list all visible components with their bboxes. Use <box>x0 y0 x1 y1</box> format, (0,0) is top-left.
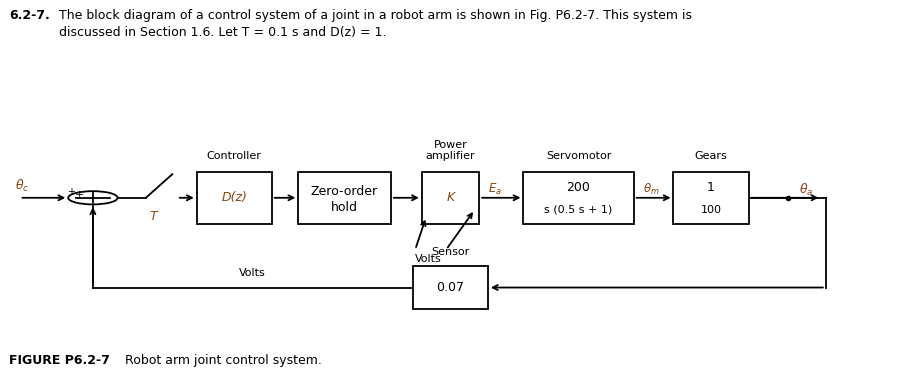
FancyBboxPatch shape <box>523 172 633 224</box>
FancyBboxPatch shape <box>413 266 488 309</box>
Text: Gears: Gears <box>695 151 727 161</box>
Text: $\theta_a$: $\theta_a$ <box>799 182 814 197</box>
FancyBboxPatch shape <box>673 172 749 224</box>
Text: s (0.5 s + 1): s (0.5 s + 1) <box>544 204 613 215</box>
Text: −: − <box>51 193 60 203</box>
Text: D(z): D(z) <box>222 191 247 204</box>
Text: 1: 1 <box>707 181 714 194</box>
Text: $E_a$: $E_a$ <box>488 182 503 197</box>
Text: Zero-order: Zero-order <box>311 185 378 199</box>
Text: +: + <box>75 190 84 200</box>
Text: 200: 200 <box>567 181 590 194</box>
FancyBboxPatch shape <box>422 172 479 224</box>
Text: Servomotor: Servomotor <box>546 151 611 161</box>
Text: 100: 100 <box>700 204 722 215</box>
Text: Controller: Controller <box>206 151 261 161</box>
Text: FIGURE P6.2-7: FIGURE P6.2-7 <box>9 354 110 367</box>
Text: $\theta_m$: $\theta_m$ <box>643 182 660 197</box>
Text: Volts: Volts <box>239 268 265 278</box>
Text: $\theta_c$: $\theta_c$ <box>15 178 30 194</box>
Text: +: + <box>67 187 75 197</box>
Text: discussed in Section 1.6. Let T = 0.1 s and D(z) = 1.: discussed in Section 1.6. Let T = 0.1 s … <box>59 26 386 39</box>
Text: hold: hold <box>331 201 358 214</box>
FancyBboxPatch shape <box>298 172 391 224</box>
Text: Sensor: Sensor <box>432 247 469 257</box>
Text: The block diagram of a control system of a joint in a robot arm is shown in Fig.: The block diagram of a control system of… <box>59 9 692 22</box>
Text: Volts: Volts <box>415 255 441 265</box>
Text: 0.07: 0.07 <box>436 281 465 294</box>
Text: $T$: $T$ <box>150 210 160 223</box>
Text: Power
amplifier: Power amplifier <box>425 139 476 161</box>
Text: 6.2-7.: 6.2-7. <box>9 9 50 22</box>
Text: Robot arm joint control system.: Robot arm joint control system. <box>113 354 322 367</box>
FancyBboxPatch shape <box>196 172 272 224</box>
Text: K: K <box>446 191 455 204</box>
